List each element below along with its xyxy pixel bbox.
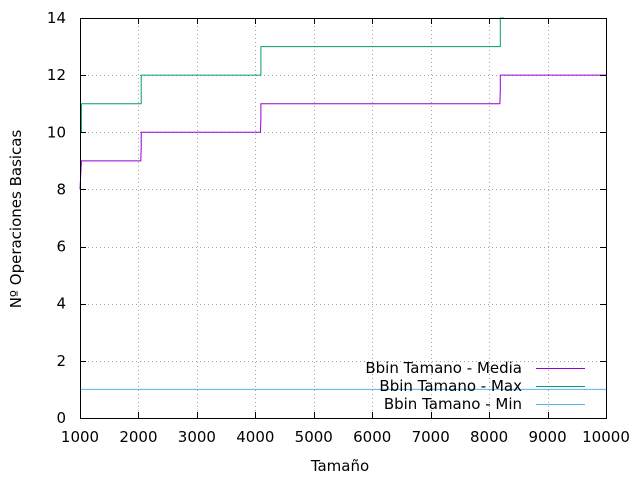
legend-label-2: Bbin Tamano - Max — [379, 377, 522, 395]
x-tick-label: 3000 — [178, 428, 216, 446]
y-tick-label: 12 — [47, 66, 66, 84]
legend-label-1: Bbin Tamano - Media — [365, 359, 522, 377]
x-tick-label: 5000 — [295, 428, 333, 446]
x-tick-label: 10000 — [582, 428, 630, 446]
legend-label-3: Bbin Tamano - Min — [384, 395, 522, 413]
x-tick-label: 6000 — [353, 428, 391, 446]
series-line-1 — [79, 74, 606, 190]
x-tick-label: 1000 — [61, 428, 99, 446]
x-tick-label: 9000 — [528, 428, 566, 446]
y-tick-label: 8 — [56, 180, 66, 198]
x-tick-label: 4000 — [236, 428, 274, 446]
x-tick-labels: 1000 2000 3000 4000 5000 6000 7000 8000 9000 1000… — [61, 428, 630, 446]
x-tick-label: 2000 — [119, 428, 157, 446]
axis-ticks — [80, 18, 607, 419]
y-tick-label: 14 — [47, 9, 66, 27]
y-tick-label: 6 — [56, 238, 66, 256]
series-line-2 — [80, 17, 504, 133]
y-axis-label: Nº Operaciones Basicas — [7, 130, 25, 309]
x-tick-label: 7000 — [412, 428, 450, 446]
x-axis-label: Tamaño — [310, 457, 369, 475]
y-tick-label: 2 — [56, 352, 66, 370]
y-tick-label: 4 — [56, 295, 66, 313]
x-tick-label: 8000 — [470, 428, 508, 446]
y-tick-label: 0 — [56, 409, 66, 427]
y-tick-labels: 0 2 4 6 8 10 12 14 — [47, 9, 66, 427]
series-lines — [79, 17, 606, 390]
y-tick-label: 10 — [47, 123, 66, 141]
grid-lines — [80, 18, 606, 418]
plot-frame — [80, 18, 607, 419]
